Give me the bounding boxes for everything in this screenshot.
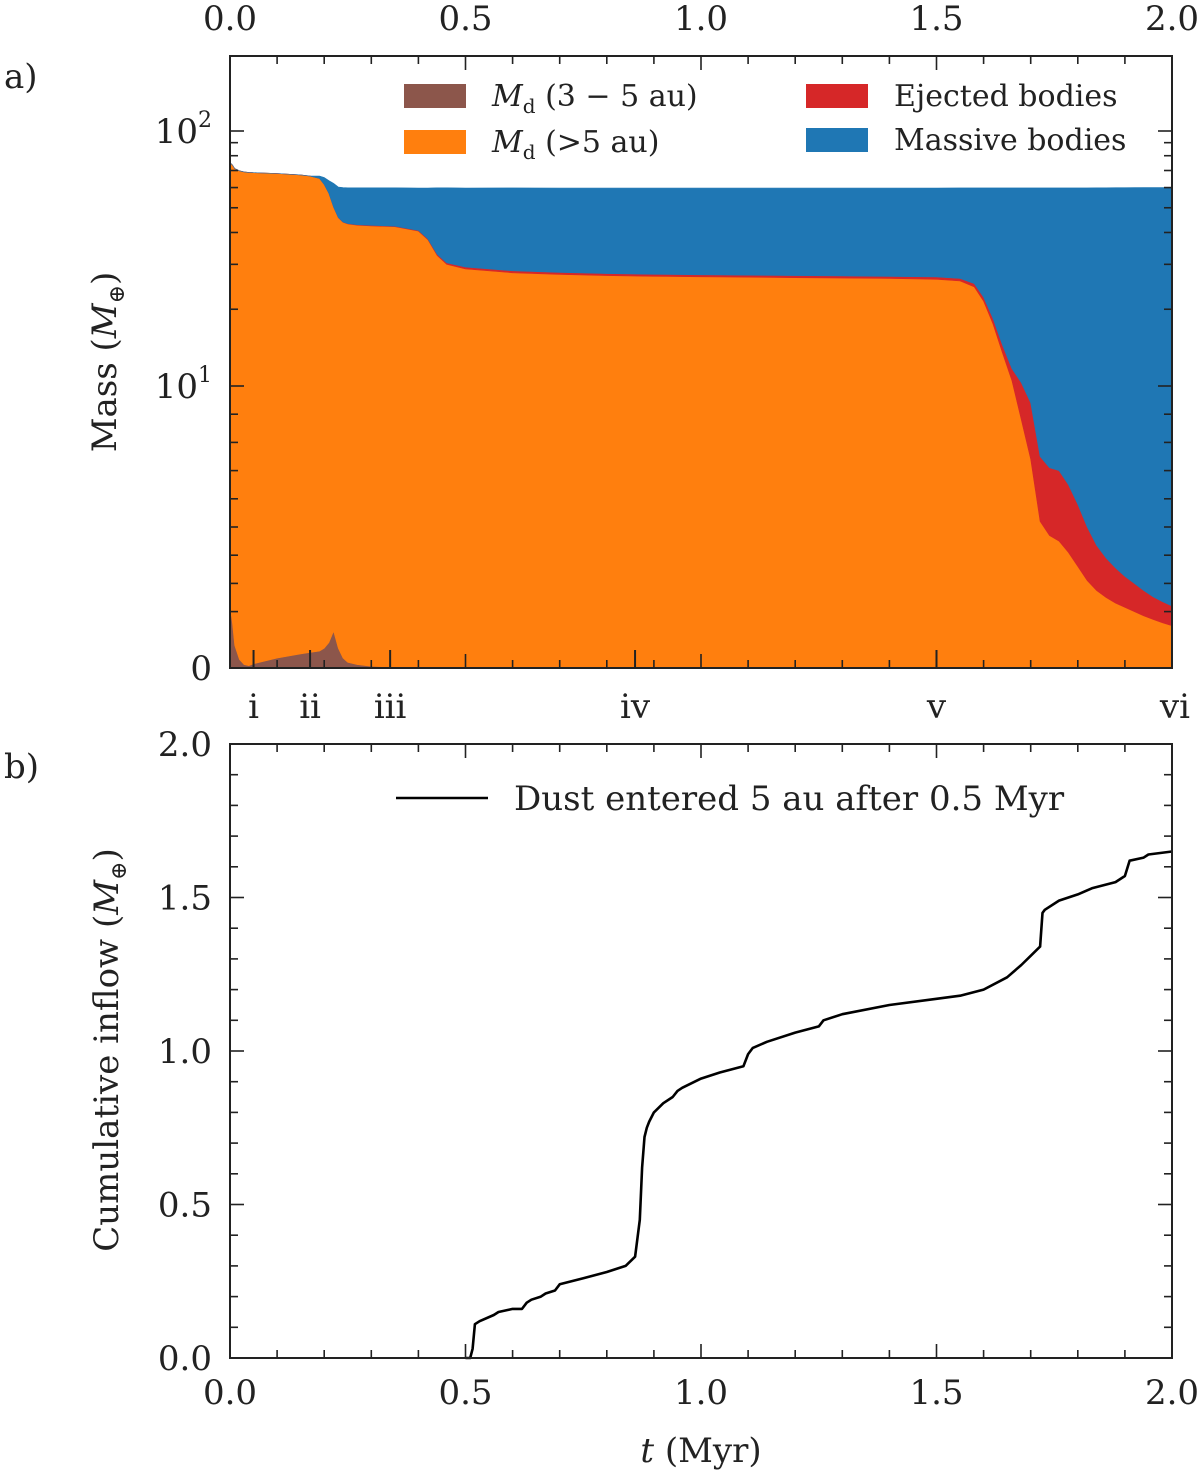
legend-label: Md (>5 au) [491,125,659,164]
legend-label: Md (3 − 5 au) [491,79,698,118]
panel-b-line [465,850,1173,1360]
panel-a-frame [229,55,1173,669]
panel-a-label: a) [4,57,38,97]
a-top-tick-label: 0.5 [438,0,492,39]
a-top-tick-label: 1.0 [674,0,728,39]
event-marker-label: iv [620,687,651,727]
panel-b-legend: Dust entered 5 au after 0.5 Myr [396,779,1065,819]
b-y-tick-label: 0.0 [158,1339,212,1379]
legend-swatch [404,84,466,108]
b-y-tick-label: 0.5 [158,1186,212,1226]
b-y-tick-label: 1.0 [158,1032,212,1072]
legend-label: Massive bodies [894,123,1126,158]
panel-a-legend: Md (3 − 5 au) Md (>5 au) Ejected bodies Mas… [404,79,1126,164]
a-y-tick-label: 101 [155,363,212,407]
inflow-line-0 [465,850,1173,1360]
panel-a-markers: i ii iii iv v vi [248,650,1190,727]
b-x-tick-label: 1.5 [909,1373,963,1413]
a-top-tick-label: 0.0 [203,0,257,39]
panel-a: a) 0.0 0.5 1.0 1.5 2.0 102 101 0 Mass (M⊕) Md (… [4,0,1199,727]
b-y-tick-label: 1.5 [158,879,212,919]
panel-b-frame [229,743,1173,1359]
panel-a-ylabel: Mass (M⊕) [85,272,130,453]
a-y-tick-label: 0 [190,649,212,689]
legend-swatch [404,130,466,154]
legend-label: Ejected bodies [894,79,1118,114]
event-marker-label: vi [1159,687,1190,727]
b-x-tick-label: 0.5 [438,1373,492,1413]
legend-swatch [806,84,868,108]
legend-label: Dust entered 5 au after 0.5 Myr [514,779,1065,819]
panel-b: b) 0.0 0.5 1.0 1.5 2.0 0.0 0.5 1.0 1.5 2.0 Cumula… [4,725,1199,1471]
event-marker-label: ii [299,687,321,727]
panel-a-areas [229,161,1173,669]
a-top-tick-label: 2.0 [1145,0,1199,39]
panel-b-label: b) [4,747,39,787]
event-marker-label: i [248,687,259,727]
panel-b-ticks: 0.0 0.5 1.0 1.5 2.0 0.0 0.5 1.0 1.5 2.0 [158,725,1199,1413]
b-x-tick-label: 1.0 [674,1373,728,1413]
b-x-tick-label: 0.0 [203,1373,257,1413]
panel-b-xlabel: t (Myr) [640,1431,761,1471]
legend-swatch [806,128,868,152]
a-y-tick-label: 102 [155,108,212,152]
a-top-tick-label: 1.5 [909,0,963,39]
b-y-tick-label: 2.0 [158,725,212,765]
event-marker-label: iii [374,687,407,727]
b-x-tick-label: 2.0 [1145,1373,1199,1413]
panel-b-ylabel: Cumulative inflow (M⊕) [87,848,132,1252]
event-marker-label: v [926,687,947,727]
